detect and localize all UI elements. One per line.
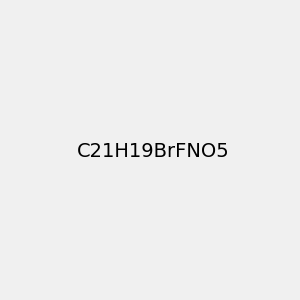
Text: C21H19BrFNO5: C21H19BrFNO5 <box>77 142 230 161</box>
